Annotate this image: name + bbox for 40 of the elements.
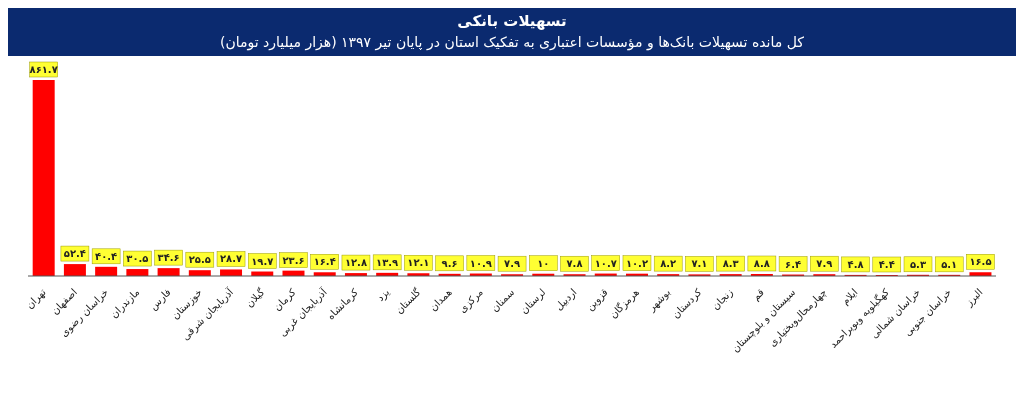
x-tick-label: ایلام	[839, 286, 860, 307]
x-tick-label: لرستان	[518, 286, 548, 316]
data-label: ۷.۸	[566, 258, 583, 270]
data-label: ۸.۳	[722, 258, 739, 270]
data-label: ۴۰.۴	[95, 250, 118, 262]
x-tick-label: البرز	[962, 286, 985, 309]
data-label: ۸.۲	[660, 258, 677, 270]
data-label: ۵۲.۴	[63, 248, 86, 260]
x-tick-label: اصفهان	[49, 286, 80, 318]
x-tick-label: مرکزی	[456, 286, 486, 315]
data-label: ۷.۹	[504, 258, 521, 270]
x-tick-label: قم	[750, 286, 767, 304]
data-label: ۴.۸	[847, 258, 864, 270]
data-label: ۶.۴	[785, 258, 802, 270]
data-label: ۷.۱	[691, 258, 708, 270]
chart-subtitle: کل مانده تسهیلات بانک‌ها و مؤسسات اعتباری به تفکیک استان در پایان تیر ۱۳۹۷ (هزار میلیارد تومان)	[219, 34, 805, 50]
x-tick-label: مازندران	[108, 286, 142, 320]
data-label: ۱۰	[537, 257, 550, 269]
x-tick-label: فارس	[147, 286, 173, 312]
x-tick-label: بوشهر	[645, 286, 674, 315]
x-tick-label: گلستان	[393, 286, 423, 316]
chart-title: تسهیلات بانکی	[456, 12, 568, 30]
x-tick-label: گیلان	[243, 286, 267, 310]
data-label: ۱۲.۸	[344, 257, 367, 269]
x-tick-label: همدان	[427, 286, 454, 313]
data-label: ۸.۸	[753, 258, 770, 269]
data-label: ۲۵.۵	[188, 254, 211, 266]
data-label: ۵.۱	[941, 258, 958, 270]
x-tick-label: سمنان	[488, 286, 517, 314]
data-label: ۵.۳	[910, 258, 927, 270]
x-tick-label: کرمان	[271, 286, 298, 313]
data-label: ۷.۹	[816, 258, 833, 270]
data-label: ۱۰.۹	[469, 257, 492, 269]
x-tick-label: زنجان	[709, 286, 735, 312]
data-label: ۹.۶	[441, 257, 458, 269]
x-tick-label: تهران	[23, 286, 49, 312]
x-tick-label: یزد	[374, 286, 392, 304]
data-label: ۱۳.۹	[376, 256, 399, 268]
data-label: ۴.۴	[878, 259, 895, 270]
x-tick-label: اردبیل	[552, 286, 579, 313]
